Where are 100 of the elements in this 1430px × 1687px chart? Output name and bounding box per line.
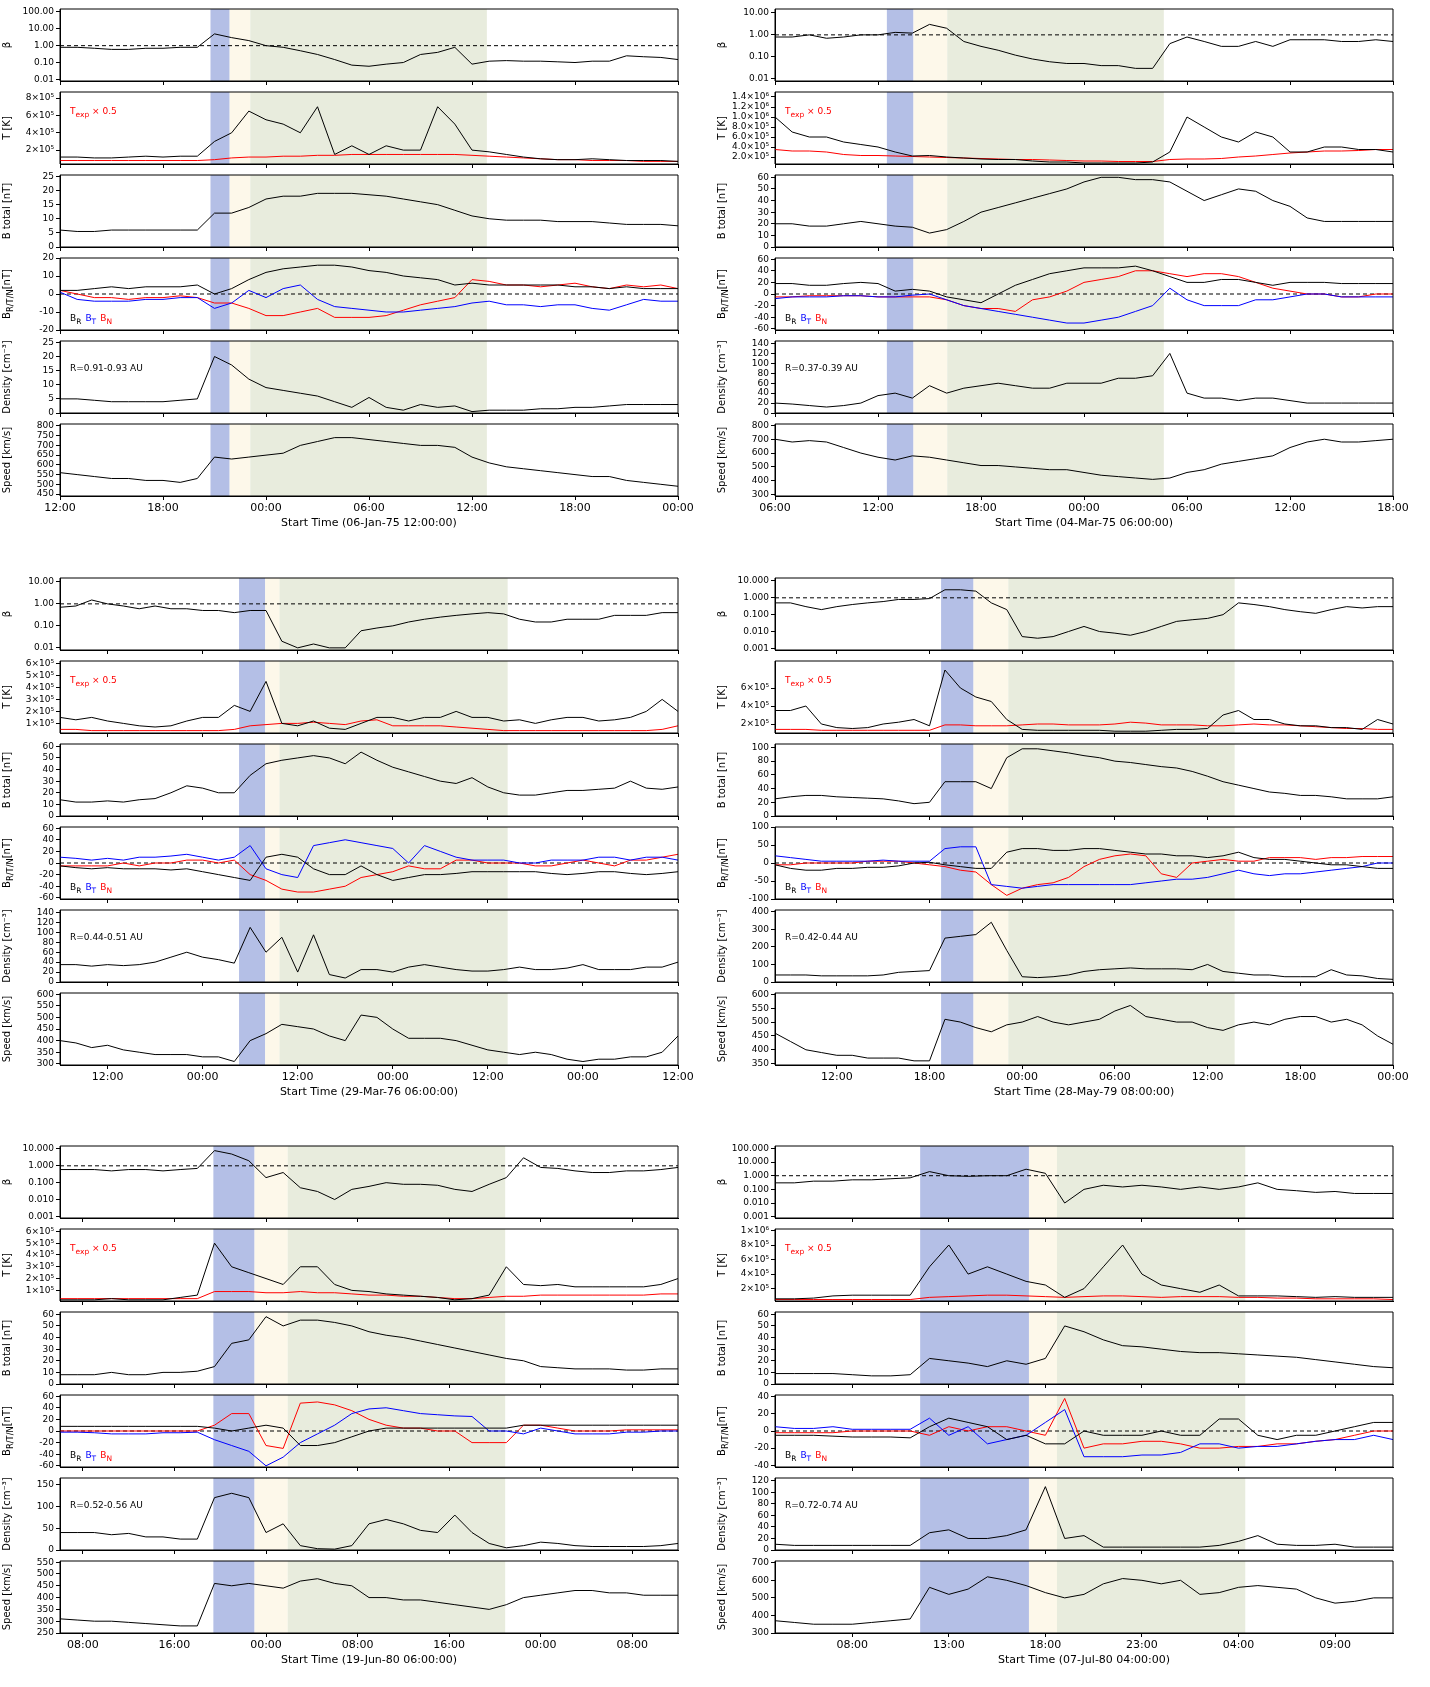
y-tick-label: -20 xyxy=(39,1436,55,1447)
y-tick-label: 10 xyxy=(757,1366,770,1377)
x-tick-label: 04:00 xyxy=(1222,1638,1255,1652)
series-label: B$_{R}$ xyxy=(785,882,797,895)
y-tick-label: 20 xyxy=(757,1408,770,1419)
y-tick-label: 20 xyxy=(42,787,55,798)
series-label: B$_{N}$ xyxy=(815,313,827,326)
x-axis-title: Start Time (06-Jan-75 12:00:00) xyxy=(281,516,457,530)
series-label: B$_{T}$ xyxy=(85,1450,97,1463)
y-tick-label: -20 xyxy=(39,868,55,879)
y-tick-label: -60 xyxy=(754,323,770,334)
y-tick-label: 0 xyxy=(48,857,55,868)
y-axis-title: Speed [km/s] xyxy=(1,426,12,494)
y-tick-label: 0.01 xyxy=(33,642,54,653)
y-tick-label: 20 xyxy=(757,1355,770,1366)
y-axis-title: B total [nT] xyxy=(0,181,13,242)
x-tick-label: 12:00 xyxy=(456,501,488,515)
series-label: B$_{N}$ xyxy=(100,882,112,895)
x-tick-label: 18:00 xyxy=(913,1070,946,1084)
y-tick-label: 650 xyxy=(36,449,55,460)
y-tick-label: 40 xyxy=(757,1521,770,1532)
y-tick-label: 150 xyxy=(36,1478,55,1489)
y-tick-label: 0 xyxy=(48,810,55,821)
x-tick-label: 00:00 xyxy=(524,1638,557,1652)
y-tick-label: 3×10⁵ xyxy=(25,1261,55,1272)
y-tick-label: 80 xyxy=(757,755,770,766)
x-tick-label: 00:00 xyxy=(1377,1070,1409,1084)
y-tick-label: 50 xyxy=(42,1522,55,1533)
y-tick-label: 60 xyxy=(757,171,770,182)
y-axis-title: Density [cm⁻³] xyxy=(1,1477,12,1551)
y-tick-label: 0.10 xyxy=(33,620,55,631)
y-tick-label: 4×10⁵ xyxy=(25,127,55,138)
y-axis-title: Density [cm⁻³] xyxy=(1,340,12,414)
y-tick-label: 10 xyxy=(757,229,770,240)
y-tick-label: -40 xyxy=(39,880,55,891)
y-axis-title: T [K] xyxy=(1,685,12,709)
y-tick-label: 100 xyxy=(751,1486,770,1497)
y-tick-label: 4×10⁵ xyxy=(740,1268,770,1279)
y-tick-label: 10 xyxy=(42,798,55,809)
x-tick-label: 18:00 xyxy=(965,501,997,515)
text: B$_{T}$ xyxy=(85,882,97,895)
y-tick-label: 0.01 xyxy=(748,73,769,84)
y-tick-label: 10.000 xyxy=(737,1156,770,1167)
x-tick-label: 12:00 xyxy=(1274,501,1306,515)
series-label: B$_{T}$ xyxy=(85,313,97,326)
x-tick-label: 18:00 xyxy=(1377,501,1409,515)
y-tick-label: 50 xyxy=(42,1320,55,1331)
x-tick-label: 18:00 xyxy=(1029,1638,1062,1652)
x-axis-title: Start Time (28-May-79 08:00:00) xyxy=(993,1085,1175,1099)
y-tick-label: 1.00 xyxy=(748,29,770,40)
y-tick-label: 20 xyxy=(757,1532,770,1543)
y-tick-label: 20 xyxy=(42,1413,55,1424)
y-tick-label: 500 xyxy=(751,461,770,472)
y-tick-label: 50 xyxy=(757,1320,770,1331)
y-tick-label: 80 xyxy=(757,367,770,378)
y-tick-label: 20 xyxy=(42,966,55,977)
y-tick-label: 4×10⁵ xyxy=(25,681,55,692)
y-tick-label: 500 xyxy=(36,1011,55,1022)
y-tick-label: 400 xyxy=(36,1034,55,1045)
y-tick-label: 1.00 xyxy=(33,598,55,609)
x-tick-label: 13:00 xyxy=(932,1638,965,1652)
x-tick-label: 08:00 xyxy=(616,1638,649,1652)
x-tick-label: 12:00 xyxy=(820,1070,853,1084)
y-tick-label: 10.000 xyxy=(22,1143,55,1154)
y-tick-label: 0 xyxy=(763,407,770,418)
y-axis-title: T [K] xyxy=(1,1253,12,1277)
y-tick-label: 100 xyxy=(751,357,770,368)
annotation: R=0.52-0.56 AU xyxy=(70,1500,143,1511)
y-tick-label: 0.100 xyxy=(743,609,770,620)
y-tick-label: 550 xyxy=(36,1000,55,1011)
y-tick-label: 40 xyxy=(757,387,770,398)
text: B$_{R}$ xyxy=(70,313,82,326)
y-tick-label: 40 xyxy=(42,956,55,967)
y-tick-label: 100 xyxy=(751,958,770,969)
series-label: B$_{T}$ xyxy=(800,313,812,326)
y-tick-label: 120 xyxy=(751,347,770,358)
y-tick-label: 20 xyxy=(42,184,55,195)
y-tick-label: 40 xyxy=(757,782,770,793)
y-tick-label: -60 xyxy=(39,1460,55,1471)
y-tick-label: 450 xyxy=(751,1030,770,1041)
y-tick-label: 60 xyxy=(42,946,55,957)
y-tick-label: 450 xyxy=(36,1023,55,1034)
text: B$_{R}$ xyxy=(785,313,797,326)
y-tick-label: 1×10⁵ xyxy=(25,1284,55,1295)
y-tick-label: 0 xyxy=(763,857,770,868)
y-axis-title: β xyxy=(0,1177,13,1188)
y-tick-label: 6×10⁵ xyxy=(25,1225,55,1236)
y-tick-label: 25 xyxy=(42,336,54,347)
y-tick-label: 350 xyxy=(36,1603,55,1614)
y-tick-label: 10.00 xyxy=(743,7,770,18)
text: T$_{exp}$ × 0.5 xyxy=(70,106,117,119)
y-tick-label: 800 xyxy=(36,420,55,431)
y-axis-title: Density [cm⁻³] xyxy=(716,1477,727,1551)
y-tick-label: 0.010 xyxy=(743,625,770,636)
y-tick-label: 400 xyxy=(751,1044,770,1055)
y-tick-label: 300 xyxy=(751,488,770,499)
y-tick-label: 350 xyxy=(36,1046,55,1057)
y-tick-label: -10 xyxy=(39,306,55,317)
series-label: B$_{R}$ xyxy=(70,882,82,895)
y-tick-label: 400 xyxy=(751,475,770,486)
